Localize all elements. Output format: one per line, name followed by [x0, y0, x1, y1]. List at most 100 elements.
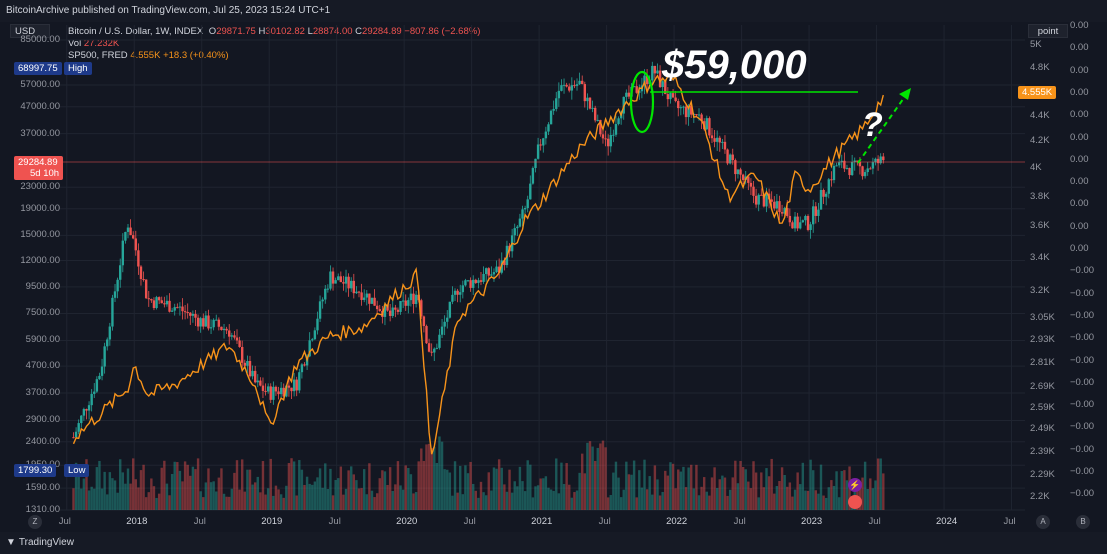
- volume-bar: [523, 491, 527, 510]
- candle-body: [139, 266, 143, 280]
- candle-body: [391, 307, 394, 316]
- us-flag-icon[interactable]: [848, 495, 862, 509]
- candle-body: [352, 280, 356, 294]
- volume-bar: [472, 483, 475, 510]
- candle-body: [482, 274, 485, 282]
- volume-bar: [82, 478, 86, 510]
- log-scale-button[interactable]: B: [1076, 515, 1090, 529]
- zoom-button[interactable]: Z: [28, 515, 42, 529]
- volume-bar: [324, 463, 327, 510]
- candle-body: [246, 360, 249, 366]
- candle-body: [339, 276, 343, 283]
- candle-body: [850, 161, 854, 176]
- left-axis-tick: 3700.00: [25, 387, 60, 399]
- volume-bar: [202, 497, 205, 510]
- point-axis-tick: 0.00: [1070, 131, 1089, 143]
- volume-bar: [404, 465, 407, 510]
- volume-bar: [570, 497, 574, 510]
- candle-body: [241, 346, 244, 363]
- candle-body: [669, 93, 672, 100]
- candle-body: [409, 293, 413, 301]
- volume-bar: [734, 460, 737, 510]
- candle-body: [747, 176, 750, 183]
- point-axis-tick: −0.00: [1070, 287, 1095, 299]
- volume-bar: [593, 460, 597, 510]
- volume-bar: [625, 461, 628, 510]
- candle-body: [788, 215, 792, 223]
- candle-body: [259, 380, 262, 386]
- volume-bar: [638, 470, 641, 510]
- point-axis-tick: 0.00: [1070, 153, 1089, 165]
- volume-bar: [292, 461, 296, 510]
- volume-bar: [448, 472, 452, 510]
- candle-body: [614, 124, 618, 135]
- legend-row-vol[interactable]: Vol 27.232K: [68, 38, 119, 49]
- volume-bar: [150, 478, 153, 510]
- volume-bar: [879, 458, 882, 510]
- left-axis-tick: 57000.00: [20, 79, 60, 90]
- spx-axis-tick: 2.81K: [1030, 356, 1055, 368]
- volume-bar: [479, 481, 483, 510]
- legend-spx-change: +18.3 (+0.40%): [163, 50, 229, 61]
- candle-body: [542, 138, 545, 146]
- legend-row-spx[interactable]: SP500, FRED 4.555K +18.3 (+0.40%): [68, 50, 229, 61]
- auto-scale-button[interactable]: A: [1036, 515, 1050, 529]
- volume-bar: [627, 474, 631, 510]
- volume-bar: [225, 496, 228, 510]
- volume-bar: [256, 476, 259, 510]
- candle-body: [518, 218, 522, 227]
- candle-body: [303, 364, 306, 366]
- volume-bar: [189, 475, 192, 510]
- point-axis-tick: −0.00: [1070, 332, 1095, 344]
- candle-body: [700, 114, 703, 122]
- volume-bar: [282, 497, 285, 510]
- volume-bar: [736, 483, 740, 510]
- volume-bar: [383, 471, 387, 510]
- spx-axis-tick: 2.93K: [1030, 333, 1055, 345]
- candle-body: [809, 224, 812, 230]
- volume-bar: [619, 497, 623, 510]
- volume-bar: [547, 487, 550, 510]
- candle-body: [562, 84, 566, 86]
- volume-bar: [90, 486, 93, 510]
- volume-bar: [305, 476, 309, 510]
- candle-body: [173, 307, 176, 311]
- volume-bar: [456, 492, 459, 510]
- volume-bar: [692, 488, 696, 510]
- volume-bar: [435, 463, 439, 510]
- time-axis-tick: 2024: [936, 516, 958, 527]
- volume-bar: [531, 497, 535, 510]
- candle-body: [832, 165, 836, 181]
- volume-bar: [326, 489, 330, 510]
- candle-body: [144, 279, 148, 299]
- candle-body: [479, 280, 483, 282]
- candle-body: [762, 194, 766, 207]
- candle-body: [876, 158, 880, 164]
- volume-bar: [656, 479, 659, 510]
- volume-bar: [337, 478, 340, 510]
- candle-body: [279, 387, 283, 395]
- volume-bar: [74, 462, 78, 510]
- left-axis-tick: 37000.00: [20, 127, 60, 139]
- volume-bar: [669, 462, 672, 510]
- volume-bar: [144, 497, 148, 510]
- volume-bar: [300, 469, 304, 510]
- volume-bar: [830, 480, 833, 510]
- candle-body: [456, 290, 459, 295]
- candle-body: [588, 97, 592, 109]
- left-axis-unit[interactable]: USD: [10, 24, 50, 38]
- candle-body: [155, 297, 158, 309]
- candle-body: [196, 317, 200, 327]
- right-axis-unit[interactable]: point: [1028, 24, 1068, 38]
- lightning-icon[interactable]: ⚡: [848, 478, 862, 492]
- volume-bar: [414, 492, 418, 510]
- tradingview-brand[interactable]: ▼ TradingView: [6, 532, 74, 554]
- high-value-pill: 68997.75: [14, 62, 62, 75]
- candle-body: [879, 156, 882, 164]
- legend-row-btc[interactable]: Bitcoin / U.S. Dollar, 1W, INDEX O29871.…: [68, 26, 480, 37]
- candle-body: [591, 107, 594, 109]
- volume-bar: [80, 488, 83, 510]
- candle-body: [575, 84, 579, 86]
- candle-body: [780, 212, 784, 214]
